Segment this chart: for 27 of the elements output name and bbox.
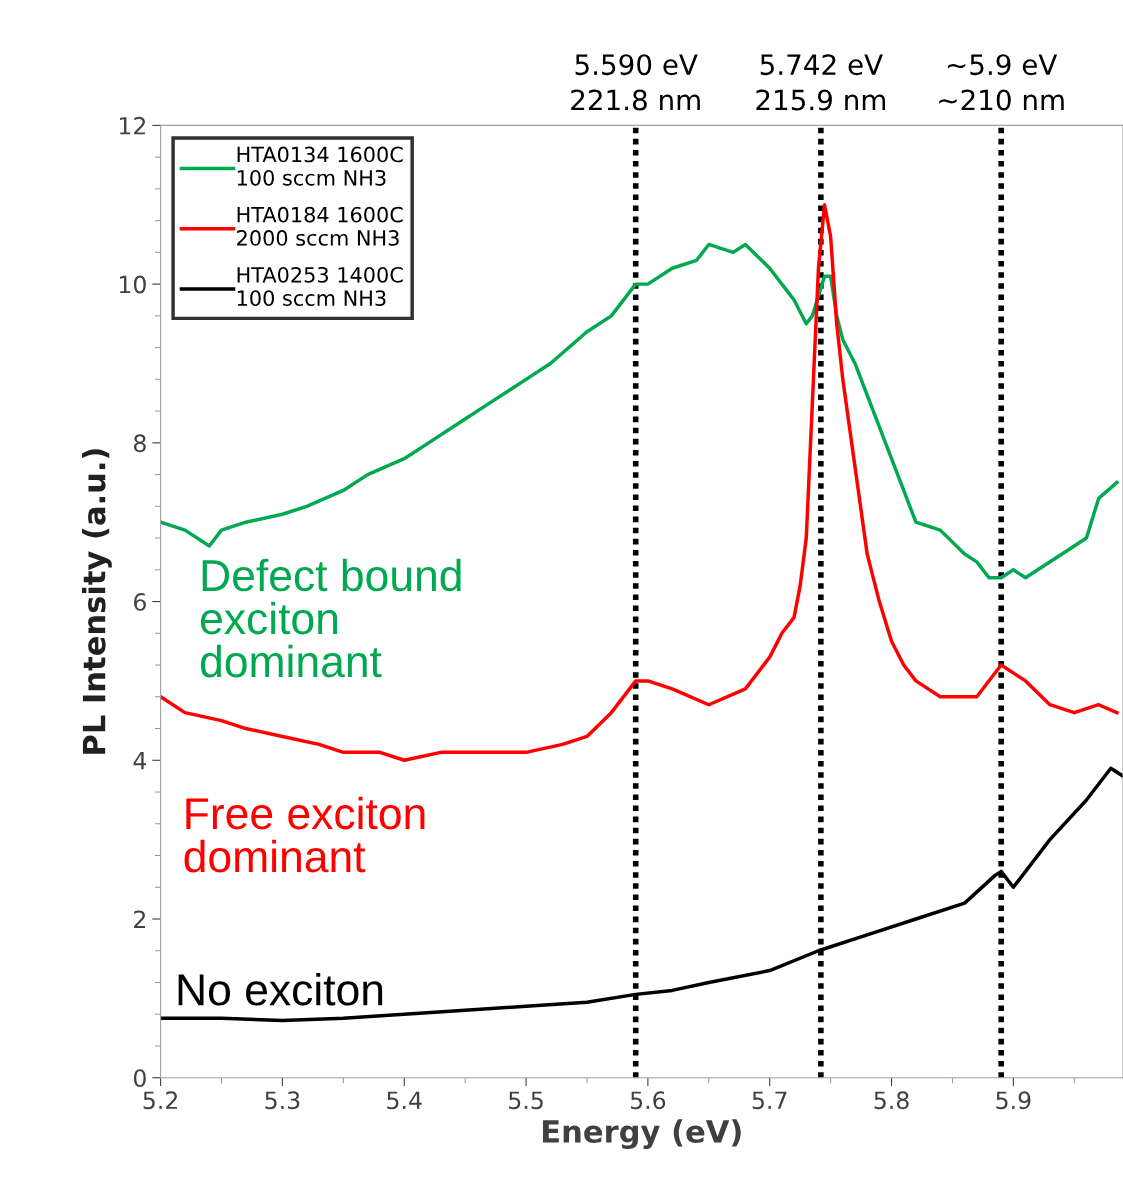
legend-label: HTA0134 1600C 100 sccm NH3 (237, 146, 403, 186)
x-tick-label: 5.3 (265, 1091, 300, 1110)
y-tick-label: 6 (134, 593, 146, 611)
ref-line-label: 5.590 eV 221.8 nm (571, 54, 700, 111)
y-axis-title: PL Intensity (a.u.) (81, 449, 112, 754)
line-series (160, 203, 1119, 763)
x-tick-label: 5.6 (630, 1091, 666, 1110)
x-tick-label: 5.2 (143, 1091, 177, 1110)
y-tick-label: 8 (133, 434, 146, 453)
x-axis-title: Energy (eV) (543, 1119, 741, 1150)
ref-line-label: ~5.9 eV ~210 nm (939, 54, 1064, 111)
y-tick-label: 2 (134, 910, 146, 928)
legend-label: HTA0253 1400C 100 sccm NH3 (237, 266, 403, 306)
y-tick-label: 10 (119, 275, 146, 294)
y-tick-label: 12 (119, 116, 146, 135)
x-tick-label: 5.5 (509, 1091, 543, 1110)
x-tick-label: 5.8 (874, 1091, 909, 1110)
x-tick-label: 5.4 (387, 1091, 422, 1110)
annotation: Defect bound exciton dominant (200, 558, 461, 678)
annotation: No exciton (178, 972, 383, 1006)
y-tick-label: 0 (133, 1069, 146, 1088)
x-tick-label: 5.9 (996, 1091, 1031, 1110)
y-tick-label: 4 (133, 752, 147, 770)
legend-label: HTA0184 1600C 2000 sccm NH3 (237, 206, 403, 246)
x-tick-label: 5.7 (752, 1091, 787, 1110)
ref-line-label: 5.742 eV 215.9 nm (756, 54, 886, 111)
annotation: Free exciton dominant (184, 796, 425, 873)
